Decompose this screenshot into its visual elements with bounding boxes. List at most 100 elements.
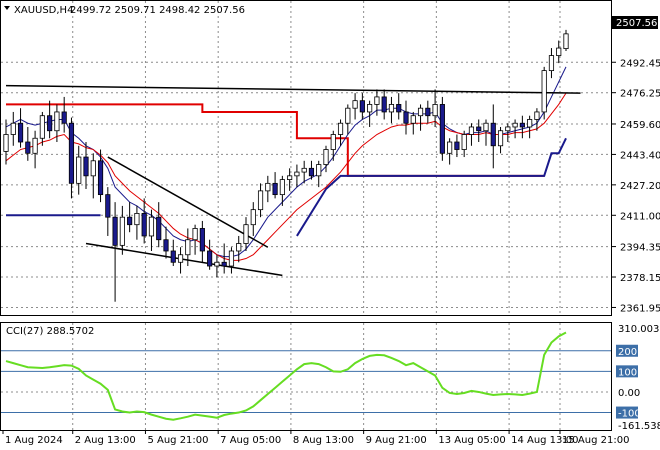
time-tick-label: 7 Aug 05:00 bbox=[220, 435, 281, 446]
candle bbox=[556, 40, 562, 64]
candle-body bbox=[3, 134, 9, 152]
candle-body bbox=[243, 224, 249, 244]
candle bbox=[563, 29, 569, 52]
candle bbox=[337, 119, 344, 146]
cci-level-badge bbox=[616, 406, 638, 419]
candle-body bbox=[374, 96, 380, 105]
candle-body bbox=[83, 156, 89, 177]
candle-body bbox=[105, 194, 111, 218]
candle bbox=[490, 104, 496, 169]
candle-body bbox=[468, 126, 475, 135]
candle-body bbox=[527, 119, 533, 128]
candle bbox=[374, 89, 380, 116]
candle bbox=[316, 160, 322, 188]
candle-body bbox=[556, 47, 562, 56]
candle-body bbox=[410, 115, 416, 124]
candle bbox=[432, 89, 438, 127]
candle bbox=[105, 187, 111, 236]
price-tick-label: 2492.45 bbox=[620, 58, 660, 69]
candle-body bbox=[236, 243, 242, 252]
time-tick-label: 5 Aug 21:00 bbox=[147, 435, 208, 446]
candle-body bbox=[119, 216, 125, 246]
candle-body bbox=[177, 254, 184, 263]
candle bbox=[425, 100, 431, 124]
candle bbox=[461, 130, 467, 158]
candle-body bbox=[228, 250, 235, 267]
candle-body bbox=[316, 164, 322, 177]
candle bbox=[54, 104, 60, 143]
candle bbox=[512, 119, 518, 139]
candle bbox=[308, 160, 315, 180]
trend-line bbox=[107, 156, 269, 248]
candle-body bbox=[221, 261, 227, 267]
cci-tick-label: 200 bbox=[618, 347, 637, 358]
candle bbox=[287, 168, 293, 191]
candle bbox=[17, 108, 24, 148]
candle bbox=[345, 104, 351, 135]
candle bbox=[163, 226, 169, 259]
candle-body bbox=[207, 250, 213, 267]
candle bbox=[265, 175, 271, 203]
candle bbox=[468, 123, 475, 146]
candle-body bbox=[192, 228, 198, 241]
price-panel bbox=[0, 0, 612, 316]
candle-body bbox=[127, 216, 133, 226]
candle-body bbox=[257, 190, 264, 211]
candle-body bbox=[112, 216, 118, 246]
candle-body bbox=[250, 209, 256, 226]
candle bbox=[388, 96, 395, 124]
cci-panel bbox=[0, 322, 612, 431]
candle bbox=[156, 202, 162, 248]
candle-body bbox=[483, 122, 489, 132]
candle bbox=[47, 100, 53, 139]
dropdown-triangle-icon[interactable] bbox=[4, 6, 10, 10]
candle-body bbox=[388, 104, 395, 113]
candle bbox=[410, 111, 416, 135]
candle bbox=[141, 198, 147, 244]
candle bbox=[90, 153, 96, 199]
cci-line bbox=[5, 331, 567, 421]
candle-body bbox=[61, 111, 67, 124]
price-tick-label: 2361.95 bbox=[620, 303, 660, 314]
candle bbox=[279, 175, 285, 206]
candle bbox=[250, 202, 256, 236]
candle bbox=[192, 224, 198, 255]
candle bbox=[61, 96, 67, 133]
time-tick-label: 1 Aug 2024 bbox=[5, 435, 63, 446]
candle bbox=[83, 142, 89, 189]
candle-body bbox=[10, 122, 16, 135]
candle-body bbox=[497, 130, 504, 147]
candle bbox=[76, 145, 82, 195]
candle bbox=[177, 247, 184, 274]
candle bbox=[119, 205, 125, 255]
time-tick-label: 14 Aug 13:00 bbox=[511, 435, 578, 446]
candle-body bbox=[403, 111, 409, 124]
candle-body bbox=[301, 167, 307, 173]
cci-tick-label: 100 bbox=[618, 367, 637, 378]
candle bbox=[221, 243, 227, 274]
time-tick-label: 8 Aug 13:00 bbox=[293, 435, 354, 446]
candle bbox=[68, 117, 75, 199]
candle bbox=[497, 126, 504, 154]
candle bbox=[417, 104, 424, 131]
candle-body bbox=[541, 70, 547, 113]
candle-body bbox=[490, 122, 496, 147]
symbol-header: XAUUSD,H4 bbox=[14, 5, 73, 16]
price-tick-label: 2411.00 bbox=[620, 211, 660, 222]
channel-levels bbox=[6, 103, 567, 237]
candle bbox=[257, 183, 264, 218]
candle bbox=[359, 93, 365, 120]
candle bbox=[519, 115, 525, 139]
candle-body bbox=[330, 134, 336, 150]
candle bbox=[330, 130, 336, 161]
price-tick-label: 2476.25 bbox=[620, 89, 660, 100]
cci-tick-label: 0.00 bbox=[618, 388, 640, 399]
candle-body bbox=[90, 160, 96, 177]
cci-indicator bbox=[1, 331, 611, 421]
candle bbox=[207, 239, 213, 270]
candle bbox=[39, 111, 45, 146]
cci-level-badge bbox=[616, 365, 638, 378]
price-tick-label: 2394.35 bbox=[620, 243, 660, 254]
candle-body bbox=[548, 55, 555, 72]
candle-body bbox=[294, 171, 300, 177]
